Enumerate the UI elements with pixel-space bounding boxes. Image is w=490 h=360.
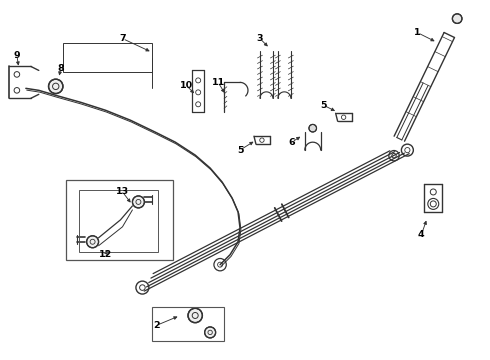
Circle shape bbox=[188, 308, 202, 323]
Text: 4: 4 bbox=[418, 230, 425, 239]
Text: 9: 9 bbox=[14, 51, 20, 60]
Bar bbox=[78, 190, 158, 252]
Text: 3: 3 bbox=[257, 34, 263, 43]
Bar bbox=[152, 306, 224, 341]
Circle shape bbox=[49, 79, 63, 94]
Text: 2: 2 bbox=[153, 321, 160, 330]
Circle shape bbox=[87, 236, 98, 248]
Text: 5: 5 bbox=[320, 101, 327, 110]
Text: 13: 13 bbox=[116, 188, 129, 197]
Text: 8: 8 bbox=[57, 64, 64, 73]
Bar bbox=[66, 180, 173, 260]
Bar bbox=[63, 42, 152, 72]
Text: 1: 1 bbox=[414, 28, 420, 37]
Text: 6: 6 bbox=[289, 138, 295, 147]
Circle shape bbox=[132, 196, 145, 208]
Text: 10: 10 bbox=[180, 81, 193, 90]
Circle shape bbox=[205, 327, 216, 338]
Text: 11: 11 bbox=[212, 78, 225, 87]
Circle shape bbox=[452, 14, 462, 23]
Text: 12: 12 bbox=[99, 250, 112, 259]
Text: 7: 7 bbox=[119, 34, 126, 43]
Circle shape bbox=[309, 125, 317, 132]
Text: 5: 5 bbox=[237, 145, 243, 154]
